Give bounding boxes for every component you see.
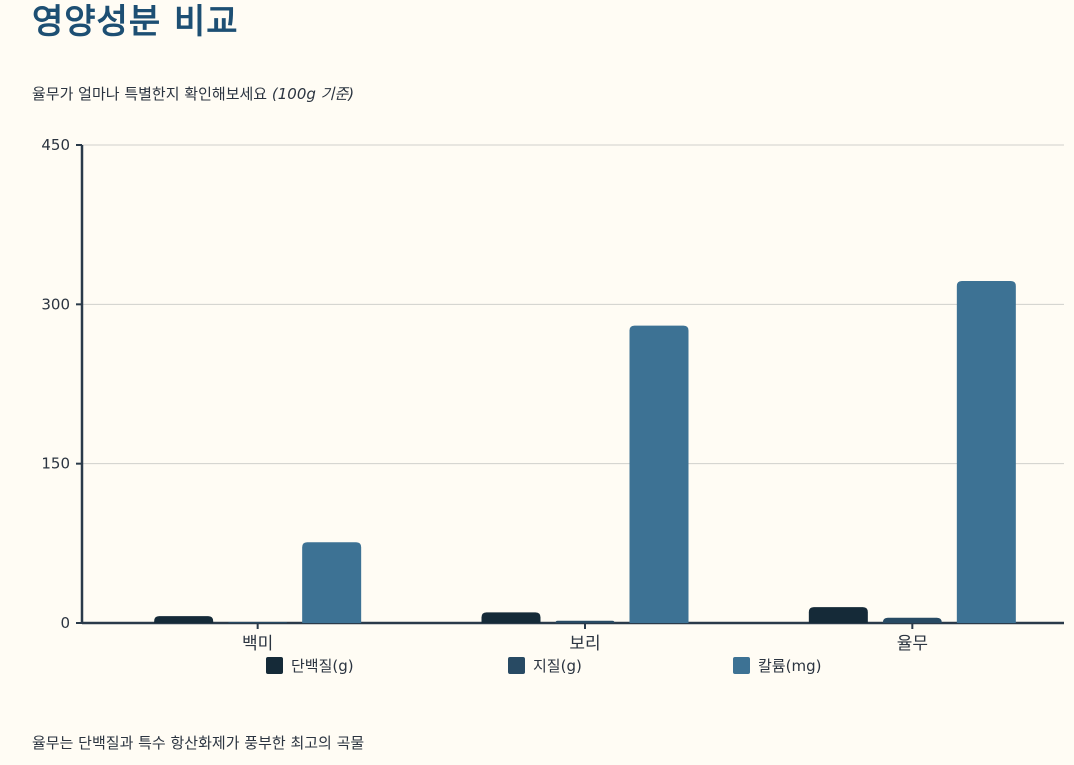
legend-item-potassium[interactable]: 칼륨(mg) [733,655,821,676]
bar-1-1 [555,620,615,623]
y-tick-label: 0 [60,614,70,632]
page-title: 영양성분 비교 [32,2,239,42]
legend-label-potassium: 칼륨(mg) [758,657,822,675]
bar-2-2 [956,280,1016,623]
legend-label-protein: 단백질(g) [291,657,354,675]
x-tick-label: 율무 [897,634,928,654]
legend-swatch-fat [508,657,525,674]
bar-2-0 [808,607,868,623]
bar-0-1 [228,622,288,623]
y-tick-label: 150 [41,455,70,473]
legend-item-protein[interactable]: 단백질(g) [266,655,354,676]
y-tick-label: 300 [41,295,70,313]
bar-0-2 [302,542,362,623]
x-tick-label: 백미 [242,634,273,654]
x-tick-label: 보리 [569,634,600,654]
bar-2-1 [882,617,942,623]
chart-legend: 단백질(g) 지질(g) 칼륨(mg) [0,655,1074,679]
subtitle-text: 율무가 얼마나 특별한지 확인해보세요 [32,85,268,103]
legend-label-fat: 지질(g) [533,657,582,675]
footer-note: 율무는 단백질과 특수 항산화제가 풍부한 최고의 곡물 [32,734,365,752]
bar-1-2 [629,325,689,623]
page-subtitle: 율무가 얼마나 특별한지 확인해보세요 (100g 기준) [32,83,354,105]
bar-0-0 [154,616,214,623]
legend-swatch-potassium [733,657,750,674]
legend-swatch-protein [266,657,283,674]
y-tick-label: 450 [41,136,70,154]
legend-item-fat[interactable]: 지질(g) [508,655,582,676]
bar-1-0 [481,612,541,623]
subtitle-note: (100g 기준) [271,85,355,103]
